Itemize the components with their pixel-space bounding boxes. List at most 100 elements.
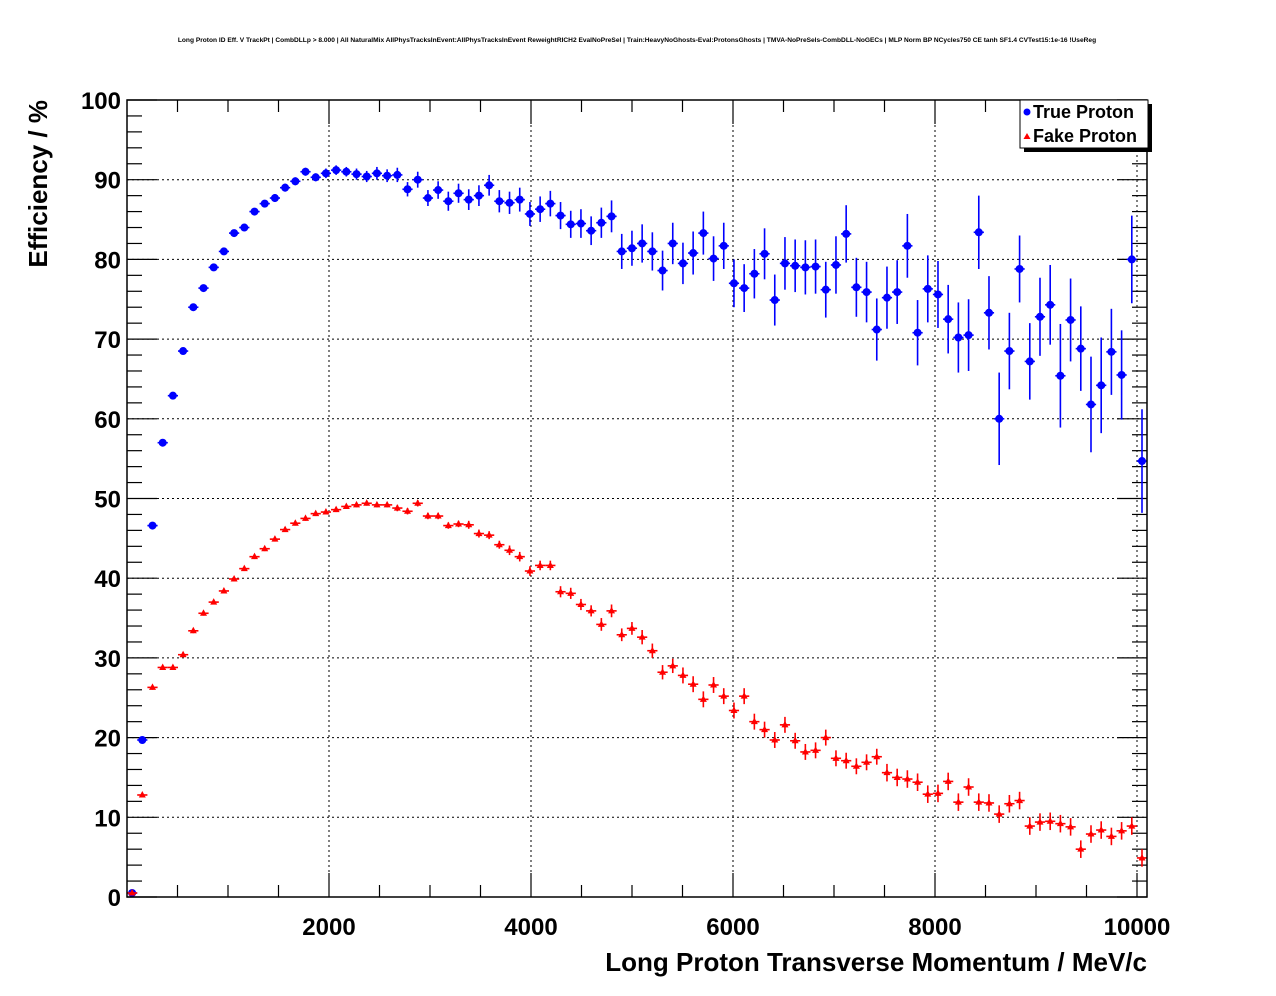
point-marker-circle (525, 209, 534, 218)
data-point (963, 778, 974, 796)
data-point (433, 512, 444, 520)
data-point (524, 566, 536, 576)
point-marker-circle (699, 229, 708, 238)
point-marker-triangle (934, 789, 942, 796)
point-marker-circle (495, 197, 504, 206)
data-point (861, 261, 872, 323)
point-marker-triangle (1067, 822, 1075, 830)
point-marker-circle (566, 220, 575, 229)
point-marker-triangle (914, 778, 922, 785)
point-marker-triangle (271, 535, 279, 542)
data-point (902, 213, 913, 278)
data-point (892, 768, 903, 787)
y-tick-label: 70 (94, 327, 121, 354)
data-point (463, 189, 474, 210)
point-marker-triangle (291, 519, 299, 526)
point-marker-triangle (587, 606, 595, 614)
y-tick-label: 20 (94, 726, 121, 753)
legend-box (1019, 99, 1149, 149)
point-marker-circle (179, 347, 188, 356)
point-marker-circle (148, 521, 157, 530)
point-marker-triangle (985, 798, 993, 806)
data-point (841, 752, 852, 769)
point-marker-triangle (699, 695, 707, 702)
point-marker-triangle (1087, 830, 1095, 837)
data-point (371, 500, 383, 508)
y-tick-label: 100 (81, 88, 121, 115)
point-marker-triangle (159, 663, 167, 670)
data-point (320, 508, 332, 515)
data-point (443, 191, 454, 211)
point-marker-triangle (689, 680, 697, 687)
y-tick-label: 40 (94, 566, 121, 593)
y-tick-label: 60 (94, 407, 121, 434)
point-marker-triangle (404, 507, 412, 514)
data-point (647, 232, 658, 271)
point-marker-triangle (965, 783, 973, 790)
point-marker-circle (423, 194, 432, 203)
plot-title: Long Proton ID Eff. V TrackPt | CombDLLp… (178, 37, 1096, 44)
point-marker-circle (638, 239, 647, 248)
point-marker-circle (984, 308, 993, 317)
data-point (983, 794, 995, 812)
point-marker-circle (842, 229, 851, 238)
point-marker-triangle (1097, 826, 1105, 833)
point-marker-circle (372, 169, 381, 178)
data-point (973, 195, 984, 269)
data-point (269, 194, 281, 203)
point-marker-triangle (842, 756, 850, 764)
point-marker-triangle (495, 540, 503, 548)
data-point (800, 743, 811, 760)
data-point (626, 622, 638, 635)
data-point (943, 772, 954, 791)
data-point (524, 202, 536, 226)
point-marker-triangle (210, 598, 218, 605)
data-point (932, 784, 944, 803)
point-marker-circle (903, 241, 912, 250)
data-point (484, 531, 495, 540)
point-marker-triangle (944, 777, 952, 784)
data-point (575, 598, 587, 611)
point-marker-circle (546, 199, 555, 208)
data-point (1136, 409, 1148, 513)
point-marker-circle (587, 226, 596, 235)
point-marker-triangle (332, 505, 340, 513)
point-marker-triangle (1016, 796, 1024, 804)
point-marker-circle (1107, 347, 1116, 356)
point-marker-circle (668, 239, 677, 248)
point-marker-triangle (903, 775, 911, 782)
data-point (922, 255, 933, 323)
point-marker-triangle (1128, 822, 1136, 829)
data-point (167, 391, 179, 400)
data-point (759, 228, 770, 280)
data-point (351, 168, 362, 180)
data-point (912, 300, 923, 366)
data-point (1126, 215, 1137, 304)
legend: True Proton Fake Proton (1019, 99, 1152, 152)
data-point (769, 274, 780, 326)
data-point (361, 499, 372, 506)
data-point (402, 507, 413, 515)
data-point (565, 587, 576, 599)
point-marker-triangle (179, 650, 187, 658)
data-point (504, 545, 515, 556)
point-marker-triangle (200, 609, 208, 616)
point-marker-triangle (526, 567, 534, 574)
x-tick-label: 4000 (504, 914, 557, 941)
point-marker-triangle (455, 520, 463, 527)
point-marker-circle (1086, 400, 1095, 409)
point-marker-circle (974, 228, 983, 237)
series-true-proton (127, 165, 1148, 898)
data-point (779, 716, 791, 733)
data-point (453, 183, 464, 203)
point-marker-triangle (138, 790, 146, 798)
point-marker-circle (342, 167, 351, 176)
data-point (1024, 817, 1035, 835)
data-point (810, 742, 821, 759)
legend-fake-proton-marker (1023, 133, 1031, 139)
point-marker-circle (168, 391, 177, 400)
point-marker-circle (801, 263, 810, 272)
point-marker-triangle (149, 683, 157, 690)
data-point (606, 200, 617, 233)
y-tick-label: 90 (94, 168, 121, 195)
